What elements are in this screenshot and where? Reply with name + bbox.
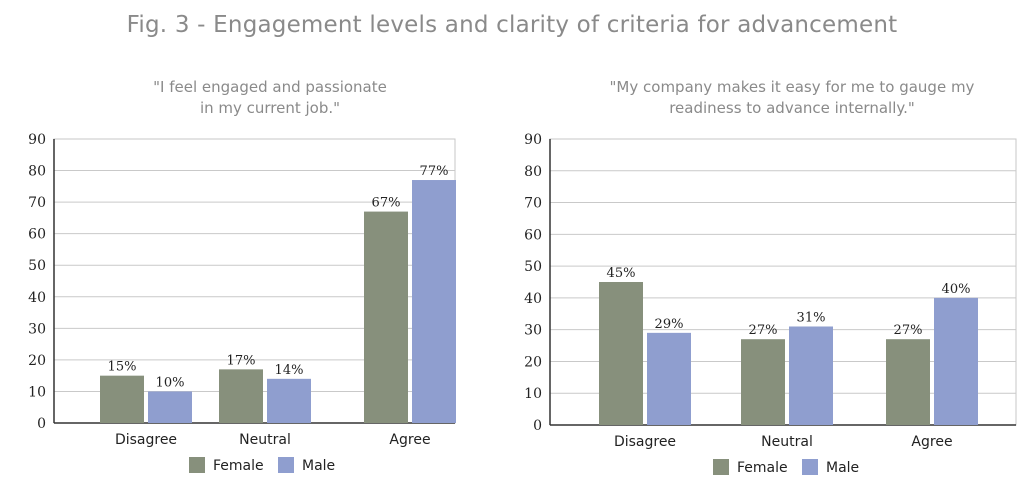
chart2-legend-swatch-male	[802, 459, 818, 475]
chart2-data-label-male-disagree: 29%	[655, 317, 684, 332]
chart1-data-label-female-agree: 67%	[372, 196, 401, 211]
chart1-y-tick-label: 70	[28, 195, 46, 211]
chart2-title-line-1: "My company makes it easy for me to gaug…	[610, 78, 975, 96]
chart2-data-label-female-disagree: 45%	[607, 266, 636, 281]
chart1-data-label-male-disagree: 10%	[156, 375, 185, 390]
chart1-data-label-male-agree: 77%	[420, 164, 449, 179]
figure-title: Fig. 3 - Engagement levels and clarity o…	[126, 12, 898, 38]
chart1-bar-female-neutral	[219, 369, 263, 423]
chart2-y-tick-label: 40	[524, 291, 542, 307]
chart2-data-label-male-neutral: 31%	[797, 310, 826, 325]
chart1-x-category-label: Disagree	[115, 432, 177, 448]
chart1-bar-male-disagree	[148, 391, 192, 423]
chart2-bar-female-disagree	[599, 282, 643, 425]
chart2-y-tick-label: 30	[524, 323, 542, 339]
chart1-y-tick-label: 80	[28, 164, 46, 180]
chart1-data-label-female-disagree: 15%	[108, 360, 137, 375]
chart2-y-tick-label: 90	[524, 132, 542, 148]
chart1-y-tick-label: 30	[28, 321, 46, 337]
chart2-data-label-female-agree: 27%	[894, 323, 923, 338]
chart1-legend-label-female: Female	[213, 458, 264, 474]
chart1-data-label-male-neutral: 14%	[275, 363, 304, 378]
chart2-data-label-female-neutral: 27%	[749, 323, 778, 338]
chart1-data-label-female-neutral: 17%	[227, 353, 256, 368]
chart2-y-tick-label: 0	[533, 418, 542, 434]
chart2-y-tick-label: 20	[524, 354, 542, 370]
chart2-bar-female-neutral	[741, 339, 785, 425]
chart2-legend-label-male: Male	[826, 460, 859, 476]
chart1-legend-swatch-male	[278, 457, 294, 473]
chart1-y-tick-label: 20	[28, 353, 46, 369]
chart1-legend-label-male: Male	[302, 458, 335, 474]
chart2-y-tick-label: 80	[524, 164, 542, 180]
chart2-bar-male-disagree	[647, 332, 691, 425]
chart1-y-tick-label: 90	[28, 132, 46, 148]
chart2-legend-swatch-female	[713, 459, 729, 475]
chart2-y-tick-label: 50	[524, 259, 542, 275]
chart1-bar-female-disagree	[100, 375, 144, 423]
chart2-title-line-2: readiness to advance internally."	[669, 99, 915, 117]
chart1-x-category-label: Agree	[389, 432, 430, 448]
chart2-y-tick-label: 60	[524, 227, 542, 243]
chart1-title-line-2: in my current job."	[200, 99, 340, 117]
chart2-legend-label-female: Female	[737, 460, 788, 476]
chart2-y-tick-label: 10	[524, 386, 542, 402]
chart1-title-line-1: "I feel engaged and passionate	[153, 78, 387, 96]
chart2-y-tick-label: 70	[524, 196, 542, 212]
chart2-x-category-label: Agree	[911, 434, 952, 450]
chart2-bar-male-agree	[934, 297, 978, 425]
chart1-legend-swatch-female	[189, 457, 205, 473]
chart1-bar-male-agree	[412, 180, 456, 423]
chart2-data-label-male-agree: 40%	[942, 282, 971, 297]
chart2-bar-female-agree	[886, 339, 930, 425]
chart1-y-tick-label: 60	[28, 227, 46, 243]
chart2-x-category-label: Disagree	[614, 434, 676, 450]
chart2-bar-male-neutral	[789, 326, 833, 425]
chart1-y-tick-label: 40	[28, 290, 46, 306]
chart1-bar-male-neutral	[267, 378, 311, 423]
chart1-y-tick-label: 0	[37, 416, 46, 432]
chart2-x-category-label: Neutral	[761, 434, 813, 450]
chart1-bar-female-agree	[364, 211, 408, 423]
chart1-y-tick-label: 50	[28, 258, 46, 274]
chart1-y-tick-label: 10	[28, 384, 46, 400]
chart1-x-category-label: Neutral	[239, 432, 291, 448]
